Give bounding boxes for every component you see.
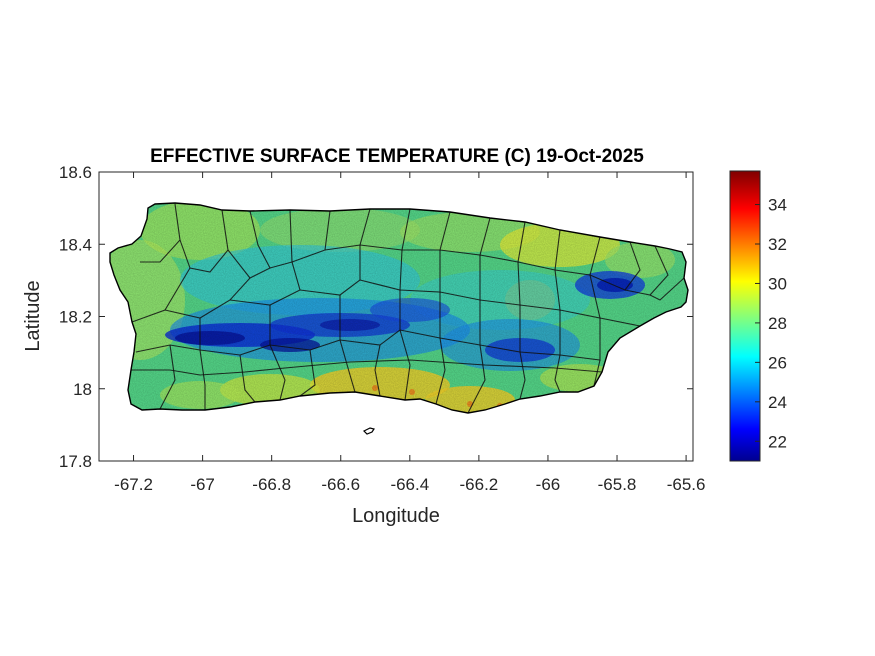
colorbar-tick-label: 34	[768, 196, 787, 215]
municipal-boundary	[159, 344, 176, 410]
plot-area: -67.2 -67 -66.8 -66.6 -66.4 -66.2 -66 -65.8 -65.…	[59, 163, 706, 494]
municipal-boundary	[140, 203, 181, 263]
municipal-boundary	[593, 359, 601, 387]
chart-title: EFFECTIVE SURFACE TEMPERATURE (C) 19-Oct…	[150, 146, 644, 167]
municipal-boundary	[339, 290, 401, 346]
coastline	[109, 202, 689, 414]
municipal-boundary	[199, 305, 271, 356]
x-tick-label: -65.6	[667, 475, 706, 494]
x-tick-label: -66.2	[460, 475, 499, 494]
x-axis-label: Longitude	[352, 505, 440, 527]
y-tick-label: 18	[73, 380, 92, 399]
colorbar-tick-label: 32	[768, 235, 787, 254]
municipal-boundary	[624, 245, 669, 296]
municipal-boundary	[399, 329, 411, 401]
x-tick-label: -67.2	[114, 475, 153, 494]
x-tick-label: -66	[536, 475, 561, 494]
x-tick-label: -66.6	[321, 475, 360, 494]
x-tick-label: -67	[190, 475, 215, 494]
colorbar: 22 24 26 28 30 32 34	[729, 170, 787, 462]
municipal-boundary	[589, 241, 641, 291]
municipal-boundary	[649, 277, 685, 301]
colorbar-ramp	[729, 170, 761, 462]
municipal-boundary	[374, 344, 381, 397]
municipal-boundary	[135, 318, 201, 353]
municipal-boundary	[179, 209, 229, 273]
municipal-boundary	[199, 349, 206, 410]
x-axis: -67.2 -67 -66.8 -66.6 -66.4 -66.2 -66 -65.8 -65.…	[114, 172, 705, 494]
municipal-boundary	[435, 337, 446, 405]
municipal-boundaries	[131, 203, 685, 414]
y-tick-label: 18.4	[59, 235, 92, 254]
temperature-field	[110, 203, 688, 413]
municipal-boundary	[239, 354, 256, 403]
municipal-boundary	[269, 295, 341, 351]
y-tick-label: 17.8	[59, 452, 92, 471]
municipal-boundary	[339, 339, 356, 393]
municipal-boundary	[467, 344, 486, 414]
x-tick-label: -66.8	[252, 475, 291, 494]
x-tick-label: -66.4	[390, 475, 429, 494]
municipal-boundary	[131, 359, 603, 376]
municipal-boundary	[599, 317, 641, 327]
pixel-speckle	[110, 203, 688, 413]
municipal-boundary	[554, 354, 561, 393]
municipal-boundary	[299, 349, 316, 397]
y-axis: 17.8 18 18.2 18.4 18.6	[59, 163, 693, 471]
small-islet	[362, 427, 375, 435]
y-axis-label: Latitude	[22, 280, 44, 351]
colorbar-tick-label: 28	[768, 314, 787, 333]
municipal-boundary	[229, 261, 301, 306]
colorbar-tick-label: 22	[768, 432, 787, 451]
municipal-boundary	[299, 245, 361, 296]
colorbar-tick-label: 26	[768, 353, 787, 372]
municipal-boundary	[519, 351, 526, 400]
colorbar-tick-label: 24	[768, 393, 787, 412]
municipal-boundary	[269, 344, 286, 401]
y-tick-label: 18.2	[59, 308, 92, 327]
municipal-boundary	[164, 277, 251, 319]
x-tick-label: -65.8	[598, 475, 637, 494]
colorbar-tick-label: 30	[768, 274, 787, 293]
y-tick-label: 18.6	[59, 163, 92, 182]
colorbar-ticks: 22 24 26 28 30 32 34	[755, 196, 787, 451]
